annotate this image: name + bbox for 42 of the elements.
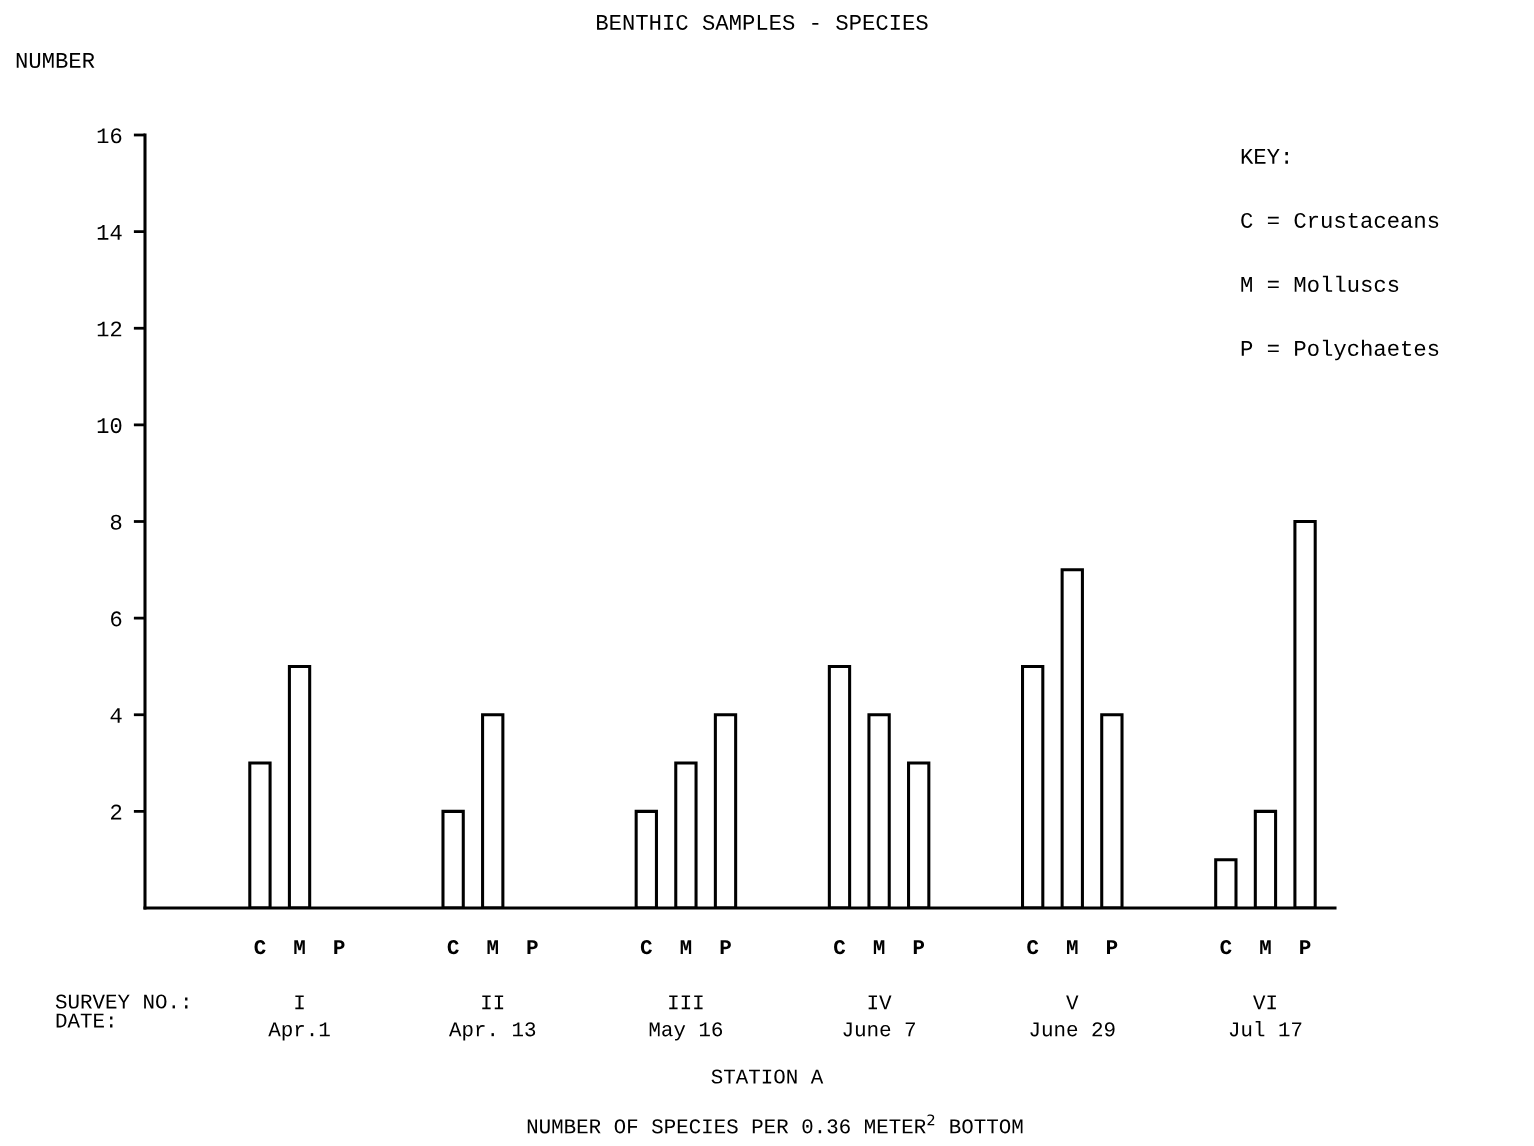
- text: M: [487, 940, 498, 955]
- x-tick-label: V June 29: [1030, 995, 1115, 1037]
- y-tick-label: 10: [97, 418, 122, 434]
- text: M: [1067, 940, 1078, 955]
- x-axis-title: STATION A: [711, 1069, 824, 1084]
- chart-title: BENTHIC SAMPLES - SPECIES: [597, 14, 928, 30]
- annotation: C = Crustaceans: [1241, 212, 1439, 228]
- y-axis-title: NUMBER: [16, 53, 95, 68]
- y-tick-label: 8: [110, 514, 122, 530]
- text: C: [447, 940, 459, 955]
- text: C: [834, 940, 846, 955]
- text: M: [680, 940, 692, 955]
- text: NUMBER OF SPECIES PER 0.36 METER$^{2}$ BOTTOM: [527, 1114, 1023, 1134]
- text: SURVEY NO.:: [55, 994, 188, 1009]
- series-label: M: [294, 940, 305, 955]
- y-tick-label: 4: [110, 708, 122, 723]
- x-tick-label: VI Jul 17: [1229, 995, 1302, 1037]
- text: DATE:: [56, 1013, 113, 1028]
- x-tick-label: I Apr.1: [268, 995, 330, 1041]
- text: C: [640, 940, 652, 955]
- x-tick-label: II Apr. 13: [448, 995, 536, 1041]
- y-tick-label: 16: [97, 128, 122, 144]
- text: M: [1260, 940, 1271, 955]
- text: C: [1027, 940, 1039, 955]
- text: P: [334, 940, 345, 955]
- x-tick-label: IV June 7: [843, 995, 915, 1037]
- text: P: [913, 940, 925, 955]
- text: P: [1300, 940, 1311, 955]
- annotation: M = Molluscs: [1241, 275, 1399, 292]
- y-tick-label: 14: [97, 225, 122, 240]
- text: C: [1220, 940, 1232, 955]
- y-tick-label: 12: [97, 321, 122, 337]
- text: M: [873, 940, 885, 955]
- y-tick-label: 6: [111, 611, 122, 627]
- y-tick-label: 2: [111, 804, 122, 820]
- annotation: KEY:: [1241, 149, 1288, 164]
- text: P: [1107, 940, 1118, 955]
- text: P: [527, 940, 538, 955]
- series-label: C: [254, 940, 266, 955]
- annotation: P = Polychaetes: [1241, 339, 1439, 361]
- x-tick-label: III May 16: [649, 995, 723, 1041]
- series-label: P: [720, 940, 731, 955]
